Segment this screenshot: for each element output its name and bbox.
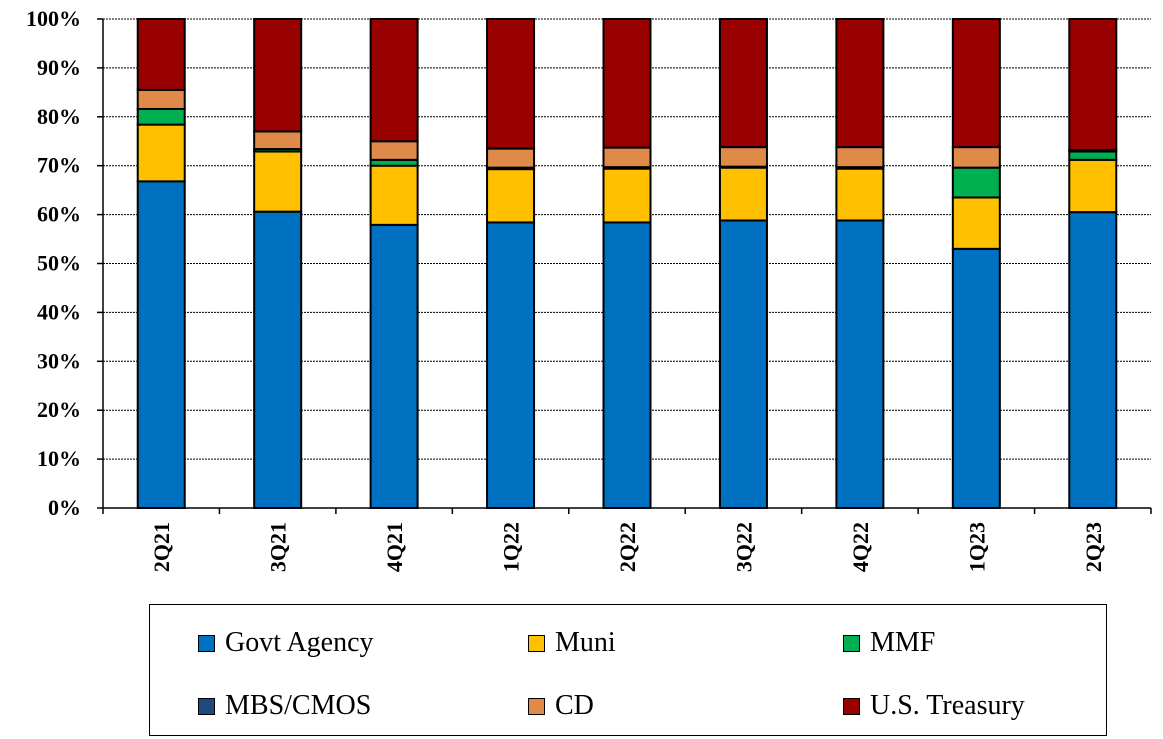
bar-segment-cd-4q22: [835, 146, 885, 169]
stacked-bar-chart: 0% 10% 20% 30% 40% 50% 60% 70% 80% 90% 100% 2Q21 3Q…: [26, 6, 1152, 572]
legend-item-mmf: MMF: [843, 627, 935, 659]
x-tick-label: 3Q22: [731, 522, 756, 572]
x-tick-label: 1Q22: [499, 522, 524, 572]
legend-label-muni: Muni: [555, 627, 616, 658]
axes: [97, 18, 1152, 514]
bar-segment-cd-2q22: [602, 146, 652, 169]
x-tick-label: 2Q21: [149, 522, 174, 572]
bar-segment-muni-2q22: [602, 167, 652, 224]
bar-segment-u-s-treasury-2q22: [602, 18, 652, 149]
legend-item-muni: Muni: [528, 627, 616, 659]
bar-segment-cd-1q23: [951, 146, 1001, 169]
bar-segment-govt-agency-3q21: [253, 210, 303, 510]
x-tick-label: 4Q21: [382, 522, 407, 572]
bar-segment-muni-2q23: [1068, 158, 1118, 214]
bar-segment-govt-agency-3q22: [718, 219, 768, 510]
bar-segment-govt-agency-1q23: [951, 247, 1001, 510]
bar-segment-muni-2q21: [136, 123, 186, 183]
bar-segment-govt-agency-4q22: [835, 219, 885, 510]
legend-item-cd: CD: [528, 690, 594, 722]
bar-segment-u-s-treasury-4q22: [835, 18, 885, 149]
y-tick-label: 20%: [37, 397, 81, 422]
legend-swatch-govt-agency: [198, 634, 215, 652]
y-tick-label: 40%: [37, 299, 81, 324]
y-tick-label: 80%: [37, 104, 81, 129]
legend-item-mbs-cmos: MBS/CMOS: [198, 690, 371, 722]
x-tick-label: 1Q23: [964, 522, 989, 572]
bar-segment-cd-4q21: [369, 140, 419, 161]
bar-segment-muni-4q21: [369, 164, 419, 226]
bar-segment-muni-1q22: [486, 168, 536, 224]
bar-segment-cd-1q22: [486, 147, 536, 169]
y-tick-label: 100%: [26, 6, 81, 31]
bar-segment-mmf-1q23: [951, 166, 1001, 199]
bar-segment-u-s-treasury-3q21: [253, 18, 303, 133]
bar-segment-cd-3q21: [253, 130, 303, 151]
bar-segment-govt-agency-2q23: [1068, 211, 1118, 509]
legend-label-us-treasury: U.S. Treasury: [870, 690, 1025, 721]
bar-segment-muni-3q21: [253, 150, 303, 213]
bar-segment-u-s-treasury-3q22: [718, 18, 768, 149]
y-tick-label: 0%: [48, 495, 81, 520]
bar-segment-mmf-2q21: [136, 107, 186, 126]
x-tick-label: 2Q23: [1081, 522, 1106, 572]
bar-segment-u-s-treasury-1q22: [486, 18, 536, 150]
bar-segment-cd-3q22: [718, 146, 768, 168]
y-tick-label: 10%: [37, 446, 81, 471]
legend-swatch-mbs-cmos: [198, 697, 215, 715]
x-tick-label: 2Q22: [615, 522, 640, 572]
legend-label-mmf: MMF: [870, 627, 936, 658]
legend-swatch-mmf: [843, 634, 860, 652]
bar-segment-u-s-treasury-1q23: [951, 18, 1001, 149]
legend-swatch-cd: [528, 697, 545, 715]
bar-segment-govt-agency-2q22: [602, 221, 652, 509]
legend: Govt Agency Muni MMF MBS/CMOS CD U.S. Tr…: [149, 604, 1107, 736]
y-tick-label: 30%: [37, 348, 81, 373]
legend-label-mbs-cmos: MBS/CMOS: [225, 690, 372, 721]
legend-label-govt-agency: Govt Agency: [225, 627, 374, 658]
bar-segment-muni-4q22: [835, 167, 885, 222]
y-tick-label: 70%: [37, 153, 81, 178]
bars: [136, 18, 1118, 510]
x-tick-label: 3Q21: [266, 522, 291, 572]
legend-swatch-us-treasury: [843, 697, 860, 715]
y-axis-tick-labels: 0% 10% 20% 30% 40% 50% 60% 70% 80% 90% 100%: [26, 6, 81, 520]
bar-segment-u-s-treasury-2q21: [136, 18, 186, 91]
bar-segment-govt-agency-4q21: [369, 223, 419, 510]
x-tick-label: 4Q22: [848, 522, 873, 572]
legend-swatch-muni: [528, 634, 545, 652]
bar-segment-u-s-treasury-4q21: [369, 18, 419, 143]
bar-segment-u-s-treasury-2q23: [1068, 18, 1118, 152]
y-tick-label: 90%: [37, 55, 81, 80]
legend-item-us-treasury: U.S. Treasury: [843, 690, 1025, 722]
bar-segment-muni-1q23: [951, 196, 1001, 250]
bar-segment-cd-2q21: [136, 88, 186, 110]
x-axis-tick-labels: 2Q21 3Q21 4Q21 1Q22 2Q22 3Q22 4Q22 1Q23 2Q23: [149, 522, 1106, 572]
bar-segment-mmf-2q23: [1068, 150, 1118, 161]
bar-segment-govt-agency-2q21: [136, 180, 186, 510]
bar-segment-govt-agency-1q22: [486, 221, 536, 509]
y-tick-label: 50%: [37, 251, 81, 276]
legend-label-cd: CD: [555, 690, 594, 721]
y-tick-label: 60%: [37, 202, 81, 227]
legend-item-govt-agency: Govt Agency: [198, 627, 374, 659]
bar-segment-muni-3q22: [718, 166, 768, 222]
